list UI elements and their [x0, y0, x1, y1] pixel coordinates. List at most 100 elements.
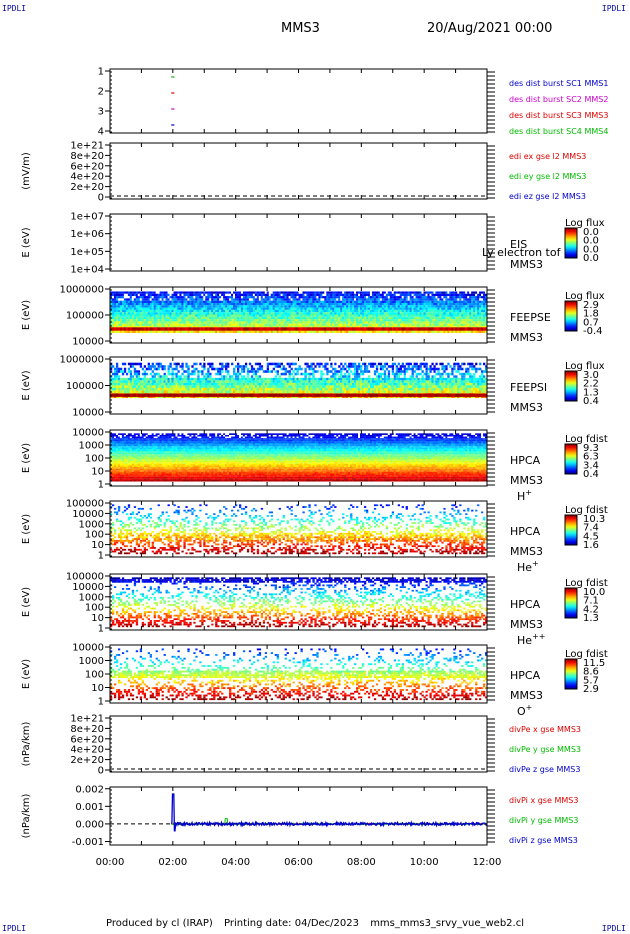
heat-cell [336, 300, 339, 303]
heat-cell [437, 291, 440, 294]
heat-cell [363, 298, 367, 301]
heat-cell [236, 380, 240, 383]
heat-cell [197, 382, 200, 386]
heat-cell [344, 330, 347, 333]
heat-cell [316, 321, 319, 324]
heat-cell [316, 291, 319, 294]
heat-cell [379, 326, 383, 329]
heat-cell [451, 302, 454, 306]
heat-cell [415, 312, 418, 315]
heat-cell [141, 319, 145, 322]
heat-cell [451, 314, 454, 317]
heat-cell [441, 365, 444, 368]
heat-cell [235, 330, 238, 333]
heat-cell [137, 375, 141, 378]
heat-cell [248, 300, 252, 303]
heat-cell [340, 293, 343, 297]
heat-cell [229, 305, 232, 308]
heat-cell [473, 372, 476, 376]
heat-cell [236, 321, 240, 324]
heat-cell [219, 321, 222, 324]
heat-cell [304, 298, 307, 301]
colorbar-tick-label: 0.0 [583, 236, 599, 247]
heat-cell [411, 321, 414, 324]
heat-cell [461, 380, 464, 383]
heat-cell [213, 307, 216, 310]
heat-cell [183, 293, 186, 297]
heat-cell [191, 321, 194, 324]
heat-cell [133, 326, 137, 329]
heat-cell [110, 367, 113, 371]
heat-cell [296, 309, 299, 313]
heat-cell [389, 327, 393, 331]
heat-cell [348, 302, 351, 306]
heat-cell [469, 365, 472, 368]
heat-cell [274, 302, 277, 306]
heat-cell [312, 300, 315, 303]
heat-cell [115, 316, 119, 320]
heat-cell [296, 370, 299, 373]
heat-cell [330, 302, 333, 306]
heat-cell [405, 296, 408, 299]
heat-cell [361, 316, 365, 320]
heat-cell [350, 298, 353, 301]
heat-cell [397, 370, 400, 373]
heat-cell [231, 309, 234, 313]
heat-cell [268, 314, 272, 317]
heat-cell [385, 375, 389, 378]
heat-cell [131, 323, 135, 327]
heat-cell [260, 307, 264, 310]
heat-cell [300, 312, 303, 315]
heat-cell [266, 377, 270, 381]
heat-cell [483, 307, 486, 310]
heat-cell [125, 314, 129, 317]
heat-cell [171, 312, 174, 315]
heat-cell [117, 370, 121, 373]
heat-cell [153, 377, 156, 381]
heat-cell [195, 309, 198, 313]
heat-cell [360, 296, 363, 299]
heat-cell [360, 323, 363, 327]
heat-cell [431, 309, 434, 313]
heat-cell [205, 314, 208, 317]
heat-cell [171, 375, 174, 378]
heat-cell [304, 321, 307, 324]
heat-cell [429, 319, 432, 322]
heat-cell [110, 330, 113, 333]
heat-cell [262, 326, 266, 329]
heat-cell [336, 293, 339, 297]
heat-cell [419, 298, 422, 301]
heat-cell [328, 305, 331, 308]
heat-cell [169, 307, 172, 310]
heat-cell [375, 377, 379, 381]
heat-cell [360, 321, 363, 324]
heat-cell [453, 296, 456, 299]
heat-cell [371, 316, 375, 320]
heat-cell [475, 319, 478, 322]
heat-cell [356, 298, 359, 301]
heat-cell [342, 307, 345, 310]
heat-cell [278, 314, 281, 317]
heat-cell [447, 296, 450, 299]
heat-cell [189, 321, 192, 324]
heat-cell [238, 321, 242, 324]
heat-cell [471, 305, 474, 308]
heat-cell [451, 309, 454, 313]
heat-cell [352, 293, 355, 297]
heat-cell [479, 326, 482, 329]
heat-cell [314, 305, 317, 308]
heat-cell [129, 314, 133, 317]
heat-cell [429, 302, 432, 306]
heat-cell [195, 321, 198, 324]
heat-cell [352, 309, 355, 313]
heat-cell [197, 370, 200, 373]
heat-cell [137, 372, 141, 376]
heat-cell [306, 377, 309, 381]
heat-cell [469, 302, 472, 306]
heat-cell [387, 298, 391, 301]
heat-cell [324, 302, 327, 306]
heat-cell [207, 296, 210, 299]
heat-cell [322, 293, 325, 297]
heat-cell [141, 372, 145, 376]
heat-cell [322, 307, 325, 310]
